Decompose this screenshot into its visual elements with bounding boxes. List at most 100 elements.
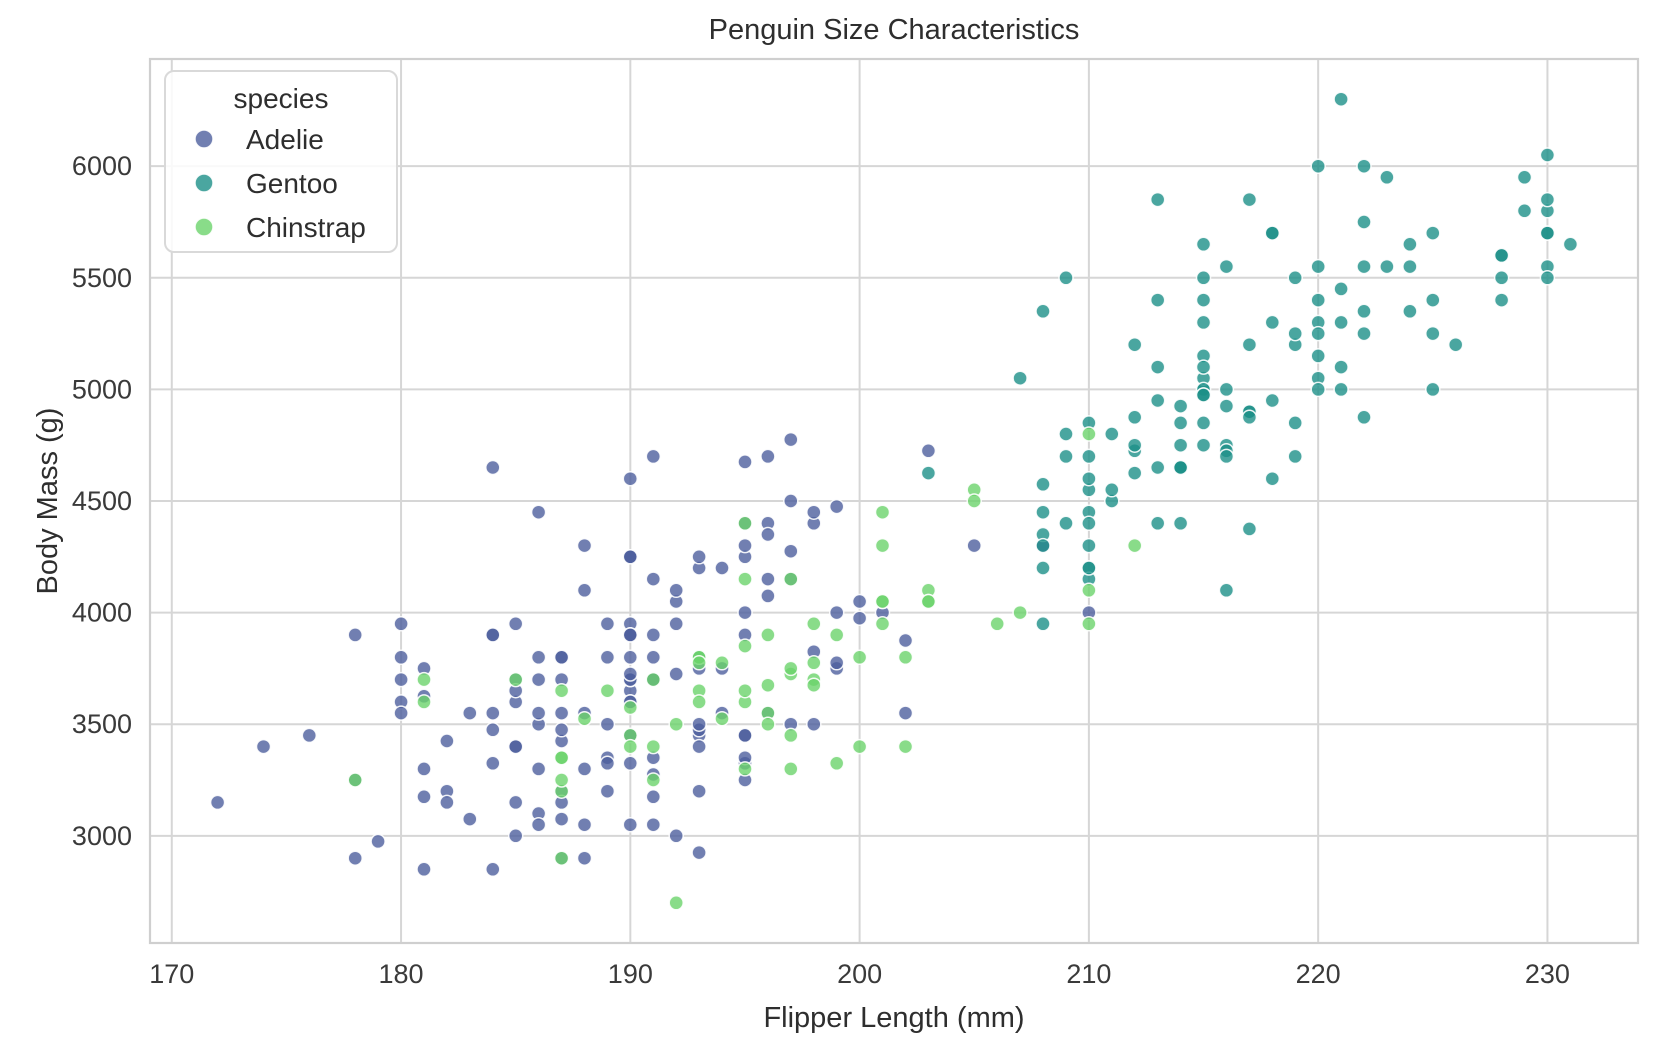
data-point <box>1035 537 1051 554</box>
data-point <box>485 861 501 878</box>
data-point <box>1356 214 1372 230</box>
data-point <box>1058 270 1074 286</box>
data-point <box>1149 359 1166 375</box>
data-point <box>1172 459 1189 476</box>
data-point <box>828 604 845 621</box>
data-point <box>737 454 753 470</box>
data-point <box>645 627 662 643</box>
data-point <box>553 705 570 721</box>
data-point <box>1539 270 1556 286</box>
data-point <box>828 627 845 643</box>
data-point <box>1218 448 1235 465</box>
data-point <box>806 677 822 693</box>
data-point <box>760 526 776 543</box>
data-point <box>1149 292 1166 308</box>
data-point <box>1402 258 1418 275</box>
data-point <box>1081 426 1097 442</box>
data-point <box>783 543 799 559</box>
data-point <box>760 588 776 604</box>
data-point <box>393 671 409 688</box>
data-point <box>1218 398 1235 414</box>
data-point <box>553 649 570 666</box>
data-point <box>1425 325 1441 342</box>
data-point <box>507 794 524 811</box>
data-point <box>1241 336 1258 353</box>
y-tick-label: 3000 <box>72 821 132 851</box>
data-point <box>576 850 593 866</box>
data-point <box>1058 515 1074 532</box>
data-point <box>828 755 845 772</box>
x-tick-label: 190 <box>608 959 653 989</box>
data-point <box>783 660 799 677</box>
data-point <box>599 616 616 632</box>
data-point <box>1264 470 1281 487</box>
data-point <box>851 738 868 755</box>
x-tick-label: 230 <box>1525 959 1570 989</box>
data-point <box>599 783 616 799</box>
data-point <box>1081 515 1097 532</box>
data-point <box>1126 409 1143 426</box>
data-point <box>1356 409 1372 426</box>
data-point <box>530 705 547 721</box>
data-point <box>439 794 455 811</box>
data-point <box>553 682 570 699</box>
data-point <box>737 761 753 777</box>
data-point <box>1310 348 1326 364</box>
data-point <box>806 504 822 520</box>
data-point <box>530 504 547 520</box>
data-point <box>691 783 707 799</box>
x-tick-label: 170 <box>149 959 194 989</box>
data-point <box>1218 582 1235 599</box>
data-point <box>1172 398 1189 414</box>
data-point <box>1310 325 1326 342</box>
data-point <box>1425 225 1441 241</box>
data-point <box>622 738 639 755</box>
data-point <box>691 844 707 861</box>
data-point <box>737 682 753 699</box>
data-point <box>1058 426 1074 442</box>
x-tick-label: 210 <box>1066 959 1111 989</box>
data-point <box>645 772 662 788</box>
data-point <box>645 448 662 465</box>
data-point <box>668 582 684 599</box>
data-point <box>897 649 914 666</box>
data-point <box>1195 236 1212 253</box>
data-point <box>622 699 639 716</box>
data-point <box>645 738 662 755</box>
data-point <box>1241 521 1258 537</box>
data-point <box>1195 270 1212 286</box>
data-point <box>1195 387 1212 403</box>
data-point <box>485 755 501 772</box>
data-point <box>1081 560 1097 576</box>
data-point <box>576 816 593 833</box>
data-point <box>1126 537 1143 554</box>
data-point <box>347 627 363 643</box>
data-point <box>1126 336 1143 353</box>
data-point <box>622 666 639 682</box>
data-point <box>1172 437 1189 453</box>
data-point <box>1149 191 1166 208</box>
data-point <box>1035 560 1051 576</box>
data-point <box>347 850 363 866</box>
y-tick-label: 4000 <box>72 598 132 628</box>
data-point <box>989 616 1005 632</box>
data-point <box>1287 415 1303 431</box>
data-point <box>576 582 593 599</box>
data-point <box>416 789 432 805</box>
data-point <box>1539 191 1556 208</box>
data-point <box>668 616 684 632</box>
data-point <box>691 716 707 732</box>
data-point <box>1081 470 1097 487</box>
data-point <box>1539 225 1556 241</box>
data-point <box>507 828 524 844</box>
data-point <box>1310 258 1326 275</box>
data-point <box>599 716 616 732</box>
data-point <box>507 671 524 688</box>
data-point <box>920 593 937 610</box>
data-point <box>622 816 639 833</box>
data-point <box>599 649 616 666</box>
data-point <box>416 694 432 710</box>
data-point <box>851 649 868 666</box>
legend-marker-adelie <box>194 129 214 149</box>
